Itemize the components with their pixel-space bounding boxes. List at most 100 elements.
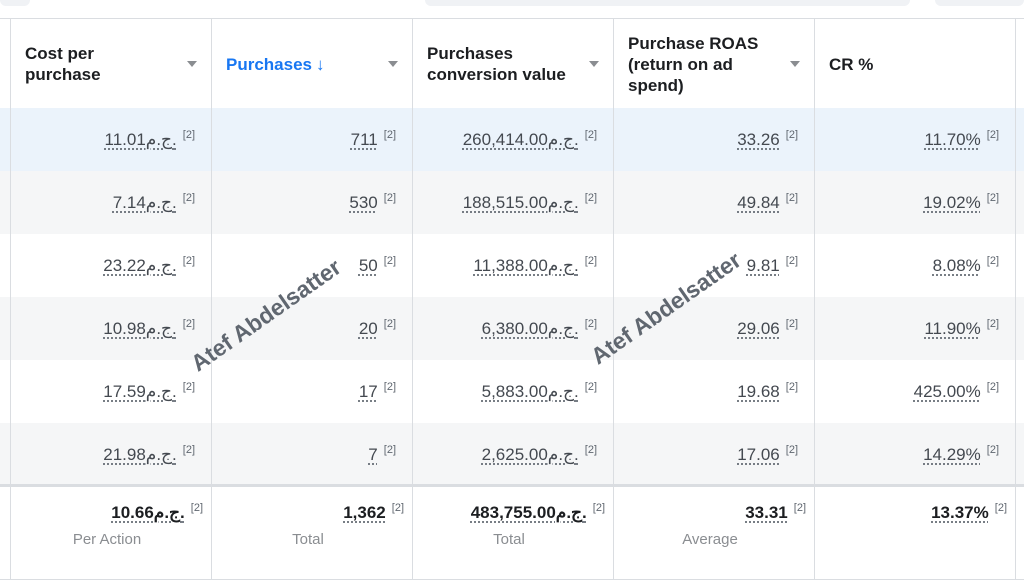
cell-value[interactable]: 11,388.00ج.م. [473,255,579,275]
cell-purchases: 7 [2] [212,423,413,486]
reference-marker: [2] [383,128,396,141]
cell-value[interactable]: 17 [358,381,378,401]
total-value: 1,362 [343,503,386,522]
column-header-conversion-value[interactable]: Purchases conversion value [413,19,614,109]
cell-cr: 8.08% [2] [815,234,1016,297]
column-header-roas[interactable]: Purchase ROAS (return on ad spend) [614,19,815,109]
cell-cost-per-purchase: 21.98ج.م. [2] [11,423,212,486]
cell-cost-per-purchase: 10.98ج.م. [2] [11,297,212,360]
toolbar-control[interactable] [935,0,1024,6]
total-cr: 13.37% [2] [815,487,1016,579]
reference-marker: [2] [986,191,999,204]
cell-value[interactable]: 7 [368,444,378,464]
reference-marker: [2] [785,128,798,141]
cell-value[interactable]: 19.68 [737,381,780,401]
reference-marker: [2] [592,502,605,514]
reference-marker: [2] [584,254,597,267]
cell-value[interactable]: 23.22ج.م. [103,255,177,275]
cell-value[interactable]: 33.26 [737,129,780,149]
table-row[interactable]: 21.98ج.م. [2] 7 [2] 2,625.00ج.م. [2] 17.06 [2] 1… [0,423,1024,486]
cell-value[interactable]: 2,625.00ج.م. [481,444,579,464]
cell-value[interactable]: 7.14ج.م. [112,192,177,212]
table-row[interactable]: 23.22ج.م. [2] 50 [2] 11,388.00ج.م. [2] 9.81 [2]… [0,234,1024,297]
table-row[interactable]: 7.14ج.م. [2] 530 [2] 188,515.00ج.م. [2] 49.84 [… [0,171,1024,234]
cell-purchases: 50 [2] [212,234,413,297]
cell-cr: 19.02% [2] [815,171,1016,234]
cell-cost-per-purchase: 11.01ج.م. [2] [11,108,212,171]
cell-value[interactable]: 8.08% [932,255,981,275]
total-value: 33.31 [745,503,788,522]
reference-marker: [2] [785,380,798,393]
cell-value[interactable]: 5,883.00ج.م. [481,381,579,401]
reference-marker: [2] [785,191,798,204]
cell-name [0,423,11,486]
total-caption: Total [292,531,324,548]
reference-marker: [2] [383,317,396,330]
cell-name [0,360,11,423]
chevron-down-icon[interactable] [388,61,398,67]
total-value: 13.37% [931,503,989,522]
cell-cr: 11.90% [2] [815,297,1016,360]
total-caption: Total [493,531,525,548]
reference-marker: [2] [391,502,404,514]
reference-marker: [2] [785,443,798,456]
cell-value[interactable]: 11.70% [924,129,981,149]
toolbar-control[interactable] [0,0,30,6]
cell-value[interactable]: 29.06 [737,318,780,338]
chevron-down-icon[interactable] [790,61,800,67]
cell-value[interactable]: 11.90% [924,318,981,338]
cell-value[interactable]: 188,515.00ج.م. [462,192,579,212]
reference-marker: [2] [785,317,798,330]
totals-row: 10.66ج.م. [2] Per Action 1,362 [2] Total 4… [0,484,1024,580]
cell-value[interactable]: 530 [349,192,378,212]
chevron-down-icon[interactable] [589,61,599,67]
reference-marker: [2] [584,443,597,456]
cell-value[interactable]: 6,380.00ج.م. [481,318,579,338]
column-header-label-wrap: Purchases ↓ [226,54,325,75]
top-toolbar [0,0,1024,18]
cell-value[interactable]: 17.59ج.م. [103,381,177,401]
cell-value[interactable]: 9.81 [746,255,780,275]
toolbar-control[interactable] [425,0,910,6]
cell-value[interactable]: 260,414.00ج.م. [462,129,579,149]
reference-marker: [2] [182,443,195,456]
table-row[interactable]: 10.98ج.م. [2] 20 [2] 6,380.00ج.م. [2] 29.06 [2]… [0,297,1024,360]
cell-value[interactable]: 17.06 [737,444,780,464]
reference-marker: [2] [994,502,1007,514]
cell-value[interactable]: 50 [358,255,378,275]
chevron-down-icon[interactable] [187,61,197,67]
column-header-cr[interactable]: CR % [815,19,1016,109]
cell-value[interactable]: 49.84 [737,192,780,212]
cell-conversion-value: 11,388.00ج.م. [2] [413,234,614,297]
cell-name [0,108,11,171]
cell-purchases: 17 [2] [212,360,413,423]
cell-purchases: 711 [2] [212,108,413,171]
total-conversion-value: 483,755.00ج.م. [2] Total [413,487,614,579]
column-header-label: Purchases conversion value [427,44,566,84]
cell-cost-per-purchase: 7.14ج.م. [2] [11,171,212,234]
table-row[interactable]: 17.59ج.م. [2] 17 [2] 5,883.00ج.م. [2] 19.68 [2]… [0,360,1024,423]
cell-value[interactable]: 11.01ج.م. [104,129,177,149]
cell-conversion-value: 188,515.00ج.م. [2] [413,171,614,234]
reference-marker: [2] [584,380,597,393]
reference-marker: [2] [986,443,999,456]
cell-value[interactable]: 10.98ج.م. [103,318,177,338]
cell-value[interactable]: 21.98ج.م. [103,444,177,464]
cell-extra [1016,423,1024,486]
cell-value[interactable]: 711 [350,129,378,149]
reference-marker: [2] [986,128,999,141]
cell-value[interactable]: 14.29% [923,444,981,464]
table-row[interactable]: 11.01ج.م. [2] 711 [2] 260,414.00ج.م. [2] 33.26… [0,108,1024,171]
cell-value[interactable]: 19.02% [923,192,981,212]
column-header-cost-per-purchase[interactable]: Cost per purchase [11,19,212,109]
reference-marker: [2] [383,443,396,456]
total-value: 10.66ج.م. [111,503,185,522]
cell-roas: 29.06 [2] [614,297,815,360]
reference-marker: [2] [190,502,203,514]
cell-value[interactable]: 20 [358,318,378,338]
column-header-purchases[interactable]: Purchases ↓ [212,19,413,109]
reference-marker: [2] [383,254,396,267]
cell-value[interactable]: 425.00% [913,381,981,401]
header-cell-extra [1016,19,1024,109]
cell-roas: 9.81 [2] [614,234,815,297]
